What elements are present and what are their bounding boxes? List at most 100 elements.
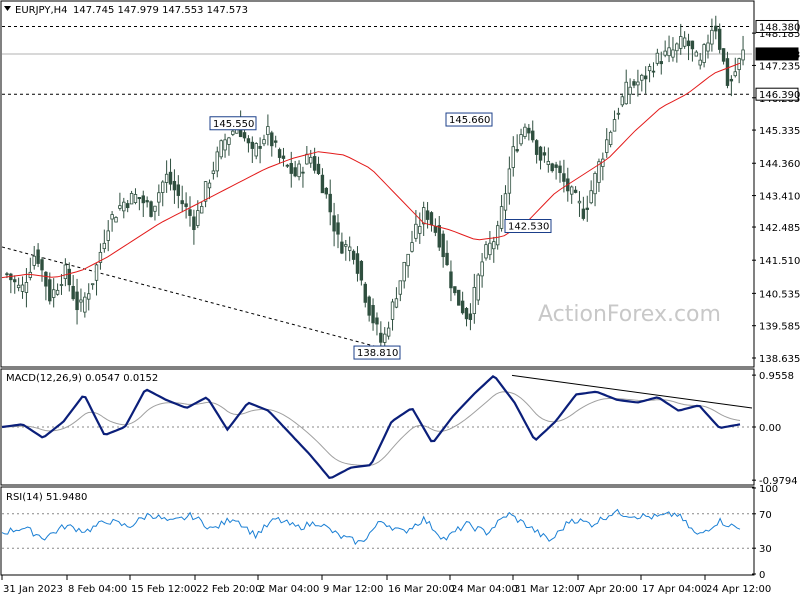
candle-body xyxy=(554,164,558,168)
candle-body xyxy=(153,205,157,212)
candle-body xyxy=(196,210,200,226)
time-axis: 31 Jan 2023 8 Feb 04:00 15 Feb 12:00 22 Feb… xyxy=(1,575,771,595)
candle-body xyxy=(258,145,262,149)
candle-body xyxy=(476,274,480,301)
candle-body xyxy=(425,210,430,220)
moving-average-line xyxy=(1,62,741,279)
candle-body xyxy=(351,250,356,260)
candle-body xyxy=(199,206,204,214)
time-tick-label: 9 Mar 12:00 xyxy=(323,584,383,595)
candle-body xyxy=(242,132,247,139)
candle-body xyxy=(24,282,29,293)
candle-body xyxy=(363,283,367,303)
ohlc-readout: 147.745 147.979 147.553 147.573 xyxy=(73,5,248,16)
candle-body xyxy=(671,49,675,58)
price-tick-label: 140.535 xyxy=(759,289,800,300)
annotation-box xyxy=(209,116,257,131)
candle-body xyxy=(102,242,107,250)
candle-body xyxy=(698,59,702,66)
candle-body xyxy=(223,139,227,151)
candle-body xyxy=(433,225,438,233)
candle-body xyxy=(410,242,414,252)
candle-body xyxy=(577,200,582,204)
candle-body xyxy=(495,225,500,246)
candle-body xyxy=(149,201,153,217)
candle-body xyxy=(71,285,75,300)
price-tick-label: 141.510 xyxy=(759,256,800,267)
candle-body xyxy=(55,289,60,295)
candle-body xyxy=(110,214,114,220)
candle-body xyxy=(20,284,25,292)
candle-body xyxy=(122,201,126,212)
candle-body xyxy=(324,187,329,195)
candle-body xyxy=(620,96,625,106)
candle-body xyxy=(682,37,687,47)
candle-body xyxy=(129,193,134,205)
candle-body xyxy=(402,261,406,282)
time-tick-label: 15 Feb 12:00 xyxy=(131,584,197,595)
candle-body xyxy=(13,279,17,283)
candle-body xyxy=(449,271,453,289)
candle-body xyxy=(717,28,722,50)
candle-body xyxy=(721,48,726,62)
candle-body xyxy=(118,205,122,209)
candle-body xyxy=(371,305,375,324)
candle-body xyxy=(386,327,391,337)
price-annotations: 145.550 145.660 142.530 138.810 xyxy=(209,112,552,360)
candle-body xyxy=(125,203,130,209)
candle-body xyxy=(59,284,64,286)
candle-body xyxy=(63,264,68,279)
candle-body xyxy=(534,140,539,155)
candle-body xyxy=(172,180,177,191)
candle-body xyxy=(254,143,258,157)
candle-body xyxy=(472,287,477,314)
watermark: ActionForex.com xyxy=(538,302,721,327)
candle-body xyxy=(542,152,547,156)
candle-body xyxy=(640,74,644,81)
rsi-tick-label: 100 xyxy=(759,484,778,495)
candle-body xyxy=(398,280,403,295)
candle-body xyxy=(297,163,301,178)
candle-body xyxy=(675,43,679,52)
candles xyxy=(5,15,745,356)
candle-body xyxy=(40,259,44,271)
candle-body xyxy=(706,42,710,52)
candle-body xyxy=(51,289,56,298)
candle-body xyxy=(597,161,601,183)
candle-body xyxy=(281,155,286,159)
candle-body xyxy=(605,139,609,153)
candle-body xyxy=(87,293,91,300)
time-tick-label: 7 Apr 20:00 xyxy=(579,584,638,595)
macd-signal-line xyxy=(2,391,741,466)
candle-body xyxy=(379,332,383,343)
annotation-box xyxy=(445,112,493,127)
candle-body xyxy=(207,182,212,189)
candle-body xyxy=(581,208,586,219)
candle-body xyxy=(558,165,562,174)
candle-body xyxy=(655,52,660,64)
candle-body xyxy=(679,36,683,49)
level-label: 148.380 xyxy=(759,22,800,33)
candle-body xyxy=(164,173,169,183)
time-tick-label: 31 Mar 12:00 xyxy=(514,584,581,595)
candle-body xyxy=(211,170,216,174)
candle-body xyxy=(231,130,235,135)
candle-body xyxy=(344,244,348,247)
candle-body xyxy=(488,242,492,256)
candle-body xyxy=(725,58,730,86)
candle-body xyxy=(593,173,597,195)
candle-body xyxy=(266,126,270,135)
price-tick-label: 142.485 xyxy=(759,223,800,234)
candle-body xyxy=(499,206,504,229)
candle-body xyxy=(702,44,706,63)
macd-trendline xyxy=(511,374,753,409)
candle-body xyxy=(289,163,293,174)
candle-body xyxy=(414,223,418,239)
candle-body xyxy=(429,212,434,226)
candle-body xyxy=(203,181,208,202)
candle-body xyxy=(550,163,554,172)
candle-body xyxy=(694,51,699,57)
candle-body xyxy=(141,195,145,204)
candle-body xyxy=(145,200,149,203)
candle-body xyxy=(188,209,192,216)
